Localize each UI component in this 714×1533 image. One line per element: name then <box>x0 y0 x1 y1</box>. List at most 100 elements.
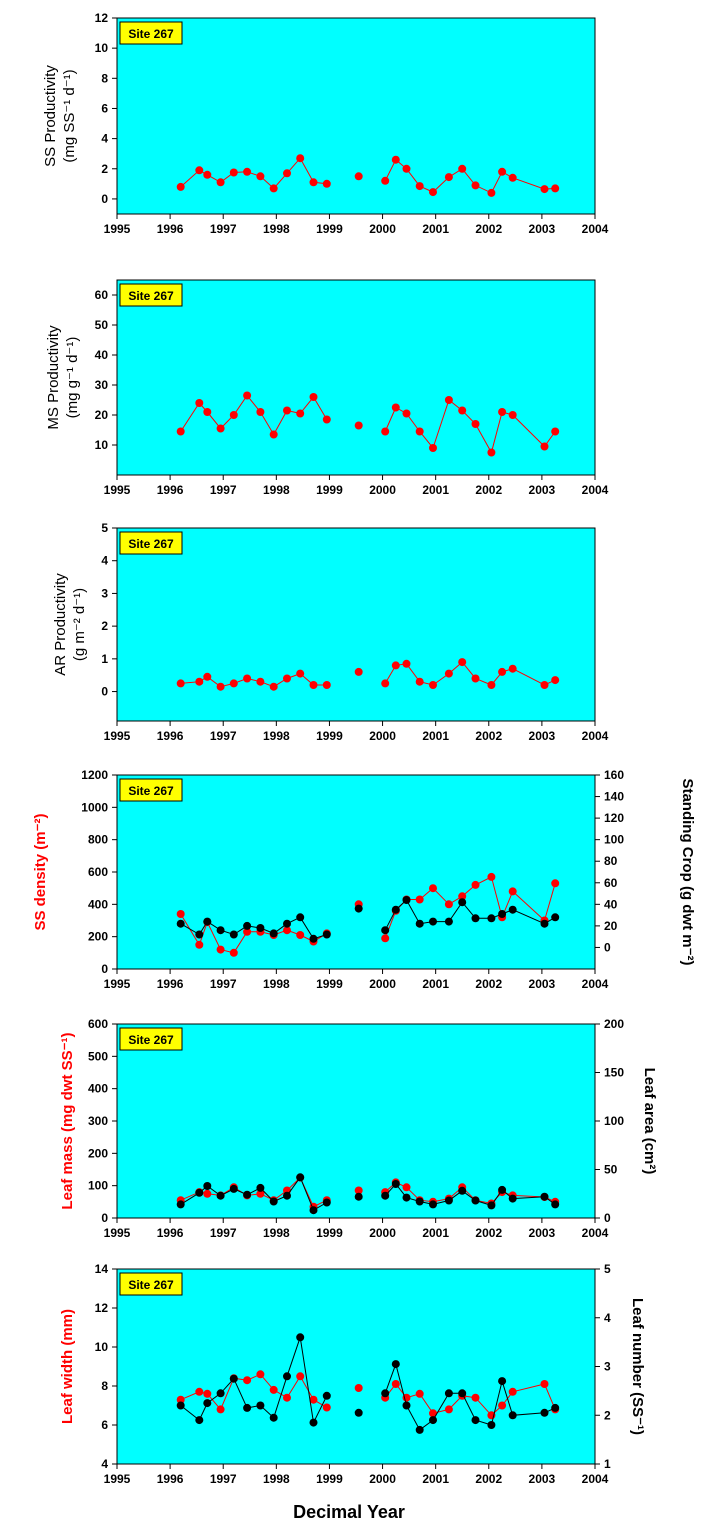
y-tick-label: 4 <box>101 1457 108 1471</box>
x-tick-label: 2003 <box>529 222 556 236</box>
data-point <box>354 667 363 676</box>
x-tick-label: 2003 <box>529 483 556 497</box>
data-point <box>195 1387 204 1396</box>
x-tick-label: 2003 <box>529 1226 556 1240</box>
data-point <box>216 1389 225 1398</box>
series-standing-crop <box>176 896 560 943</box>
data-point <box>487 448 496 457</box>
y-tick-label: 0 <box>101 192 108 206</box>
data-point <box>471 181 480 190</box>
data-point <box>195 1188 204 1197</box>
x-tick-label: 1998 <box>263 1472 290 1486</box>
y-right-tick-label: 0 <box>604 940 611 954</box>
y-tick-label: 3 <box>101 586 108 600</box>
data-point <box>498 167 507 176</box>
plot-area <box>116 17 596 215</box>
y-right-axis-label: Leaf area (cm²) <box>641 1068 658 1175</box>
y-tick-label: 1200 <box>81 768 108 782</box>
data-point <box>256 1189 265 1198</box>
data-point <box>540 185 549 194</box>
data-point <box>354 421 363 430</box>
data-point <box>203 1389 212 1398</box>
data-point <box>322 1403 331 1412</box>
data-point <box>256 1183 265 1192</box>
data-point <box>444 1196 453 1205</box>
data-point <box>256 1401 265 1410</box>
x-tick-label: 1997 <box>210 1226 237 1240</box>
y-tick-label: 8 <box>101 1379 108 1393</box>
y-axis-label: AR Productivity (g m⁻² d⁻¹) <box>52 573 88 676</box>
y-right-tick-label: 200 <box>604 1017 624 1031</box>
y-axis-label: MS Productivity (mg g⁻¹ d⁻¹) <box>45 325 81 430</box>
x-tick-label: 2000 <box>369 1226 396 1240</box>
data-point <box>269 1385 278 1394</box>
data-point <box>551 184 560 193</box>
x-tick-label: 2001 <box>422 1226 449 1240</box>
data-point <box>551 1403 560 1412</box>
data-point <box>243 674 252 683</box>
data-point <box>296 913 305 922</box>
data-point <box>195 677 204 686</box>
y-tick-label: 60 <box>95 288 109 302</box>
data-point <box>243 921 252 930</box>
series-leaf-number <box>176 1333 560 1434</box>
data-point <box>283 169 291 178</box>
data-point <box>540 1380 549 1388</box>
y-tick-label: 12 <box>95 1301 109 1315</box>
data-point <box>269 1197 278 1206</box>
data-point <box>296 931 305 939</box>
data-point <box>195 399 204 407</box>
data-point <box>444 917 453 926</box>
y-tick-label: 4 <box>101 132 108 146</box>
data-point <box>243 167 252 176</box>
site-label: Site 267 <box>128 1033 174 1047</box>
site-label: Site 267 <box>128 537 174 551</box>
data-point <box>391 661 400 670</box>
data-point <box>243 1403 252 1412</box>
data-point <box>402 1183 411 1192</box>
y-tick-label: 4 <box>101 554 108 568</box>
y-tick-label: 8 <box>101 71 108 85</box>
x-tick-label: 1999 <box>316 729 343 743</box>
data-point <box>381 934 390 943</box>
data-point <box>354 1192 363 1201</box>
data-point <box>176 919 185 928</box>
data-point <box>322 1198 331 1207</box>
data-point <box>195 930 204 939</box>
data-point <box>309 934 318 943</box>
data-point <box>322 930 331 939</box>
y-tick-label: 800 <box>88 833 108 847</box>
x-tick-label: 1997 <box>210 729 237 743</box>
y-tick-label: 2 <box>101 619 108 633</box>
data-point <box>471 1196 480 1205</box>
y-right-tick-label: 160 <box>604 768 624 782</box>
data-point <box>269 929 278 938</box>
y-tick-label: 300 <box>88 1114 108 1128</box>
x-tick-label: 1995 <box>104 977 131 991</box>
y-tick-label: 1 <box>101 652 108 666</box>
y-tick-label: 6 <box>101 1418 108 1432</box>
x-tick-label: 1996 <box>157 729 184 743</box>
y-axis-label: Leaf mass (mg dwt SS⁻¹) <box>59 1032 76 1209</box>
site-label-box <box>119 778 183 802</box>
x-tick-label: 2004 <box>582 729 609 743</box>
data-point <box>551 427 560 436</box>
x-tick-label: 2001 <box>422 483 449 497</box>
plot-area <box>116 1268 596 1465</box>
x-tick-label: 1995 <box>104 483 131 497</box>
site-label-box <box>119 21 183 45</box>
data-point <box>176 1401 185 1410</box>
data-point <box>498 910 507 918</box>
y-axis-label-line: (mg g⁻¹ d⁻¹) <box>64 337 81 419</box>
data-point <box>487 872 496 881</box>
x-tick-label: 1999 <box>316 977 343 991</box>
x-tick-label: 2003 <box>529 729 556 743</box>
y-axis-label-line: (mg SS⁻¹ d⁻¹) <box>61 69 78 162</box>
data-point <box>309 1395 318 1404</box>
data-point <box>444 396 453 404</box>
x-tick-label: 2004 <box>582 1472 609 1486</box>
y-tick-label: 200 <box>88 930 108 944</box>
y-axis-label-line: Leaf mass (mg dwt SS⁻¹) <box>59 1032 76 1209</box>
data-point <box>471 420 480 428</box>
y-right-tick-label: 3 <box>604 1360 611 1374</box>
